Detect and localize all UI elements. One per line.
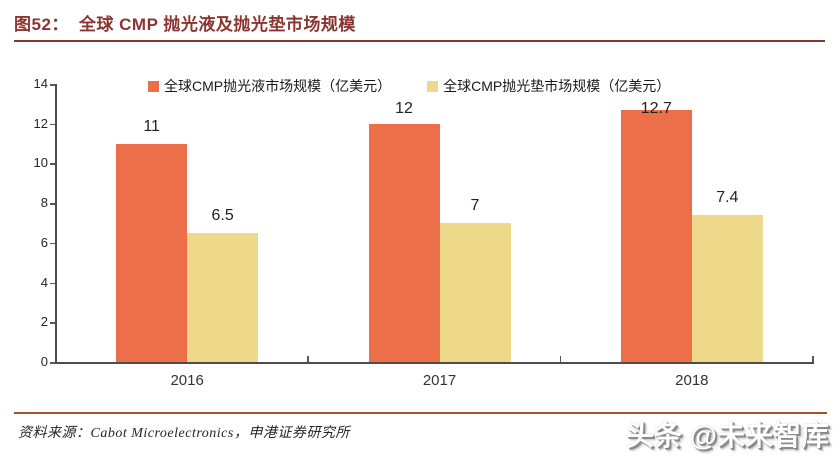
legend-swatch-orange-icon [148, 80, 159, 92]
y-tick-mark [50, 123, 55, 126]
x-axis-line [55, 362, 814, 364]
x-axis-category-label: 2017 [422, 372, 457, 389]
bar-pad-2016 [187, 232, 259, 362]
legend-item-pad: 全球CMP抛光垫市场规模（亿美元） [427, 76, 670, 96]
y-tick-mark [50, 362, 55, 364]
y-axis-tick-label: 10 [33, 155, 48, 171]
footer-divider [14, 412, 827, 414]
legend-swatch-yellow-icon [427, 80, 439, 92]
x-tick-mark [307, 356, 309, 362]
y-axis-tick-label: 0 [40, 354, 48, 369]
y-axis-tick-label: 2 [40, 314, 48, 330]
bar-value-label: 11 [143, 117, 160, 135]
x-axis-category-label: 2016 [170, 372, 204, 389]
bar-slurry-2018 [620, 109, 692, 362]
y-axis-tick-label: 4 [40, 274, 48, 290]
x-axis-category-label: 2018 [675, 372, 709, 389]
y-tick-mark [50, 163, 55, 165]
bar-pad-2018 [691, 215, 763, 362]
y-tick-mark [50, 242, 55, 245]
x-tick-mark [812, 356, 814, 362]
y-tick-mark [50, 84, 55, 86]
legend-label-pad: 全球CMP抛光垫市场规模（亿美元） [443, 78, 671, 94]
y-axis-tick-label: 8 [40, 195, 48, 211]
y-axis-tick-label: 14 [33, 76, 48, 91]
y-axis-line [55, 84, 57, 362]
watermark: 头条 @未来智库 [625, 420, 829, 451]
figure-title: 图52： 全球 CMP 抛光液及抛光垫市场规模 [14, 10, 825, 35]
bar-slurry-2017 [368, 123, 440, 362]
figure-title-text: 全球 CMP 抛光液及抛光垫市场规模 [78, 15, 356, 34]
bar-slurry-2016 [116, 143, 188, 362]
figure-number: 图52： [14, 15, 69, 34]
y-tick-mark [50, 322, 55, 324]
title-underline [14, 40, 825, 42]
bar-pad-2017 [439, 223, 511, 362]
source-note: 资料来源：Cabot Microelectronics，申港证券研究所 [18, 426, 350, 441]
y-tick-mark [50, 282, 55, 285]
bar-chart-plot: 0 2 4 6 8 10 12 14 11 6.5 2016 12 7 2017 12.7 7.4 2018 [33, 76, 814, 389]
legend-item-slurry: 全球CMP抛光液市场规模（亿美元） [148, 76, 391, 96]
bar-value-label: 6.5 [211, 206, 234, 224]
y-axis-tick-label: 12 [33, 115, 48, 131]
bar-value-label: 12 [395, 100, 413, 117]
y-axis-tick-label: 6 [40, 234, 48, 250]
chart-legend: 全球CMP抛光液市场规模（亿美元） 全球CMP抛光垫市场规模（亿美元） [148, 76, 670, 96]
legend-label-slurry: 全球CMP抛光液市场规模（亿美元） [164, 78, 392, 94]
bar-value-label: 7.4 [716, 189, 739, 207]
bar-value-label: 7 [470, 197, 480, 214]
bar-value-label: 12.7 [640, 100, 672, 117]
y-tick-mark [50, 203, 55, 205]
x-tick-mark [559, 356, 562, 362]
